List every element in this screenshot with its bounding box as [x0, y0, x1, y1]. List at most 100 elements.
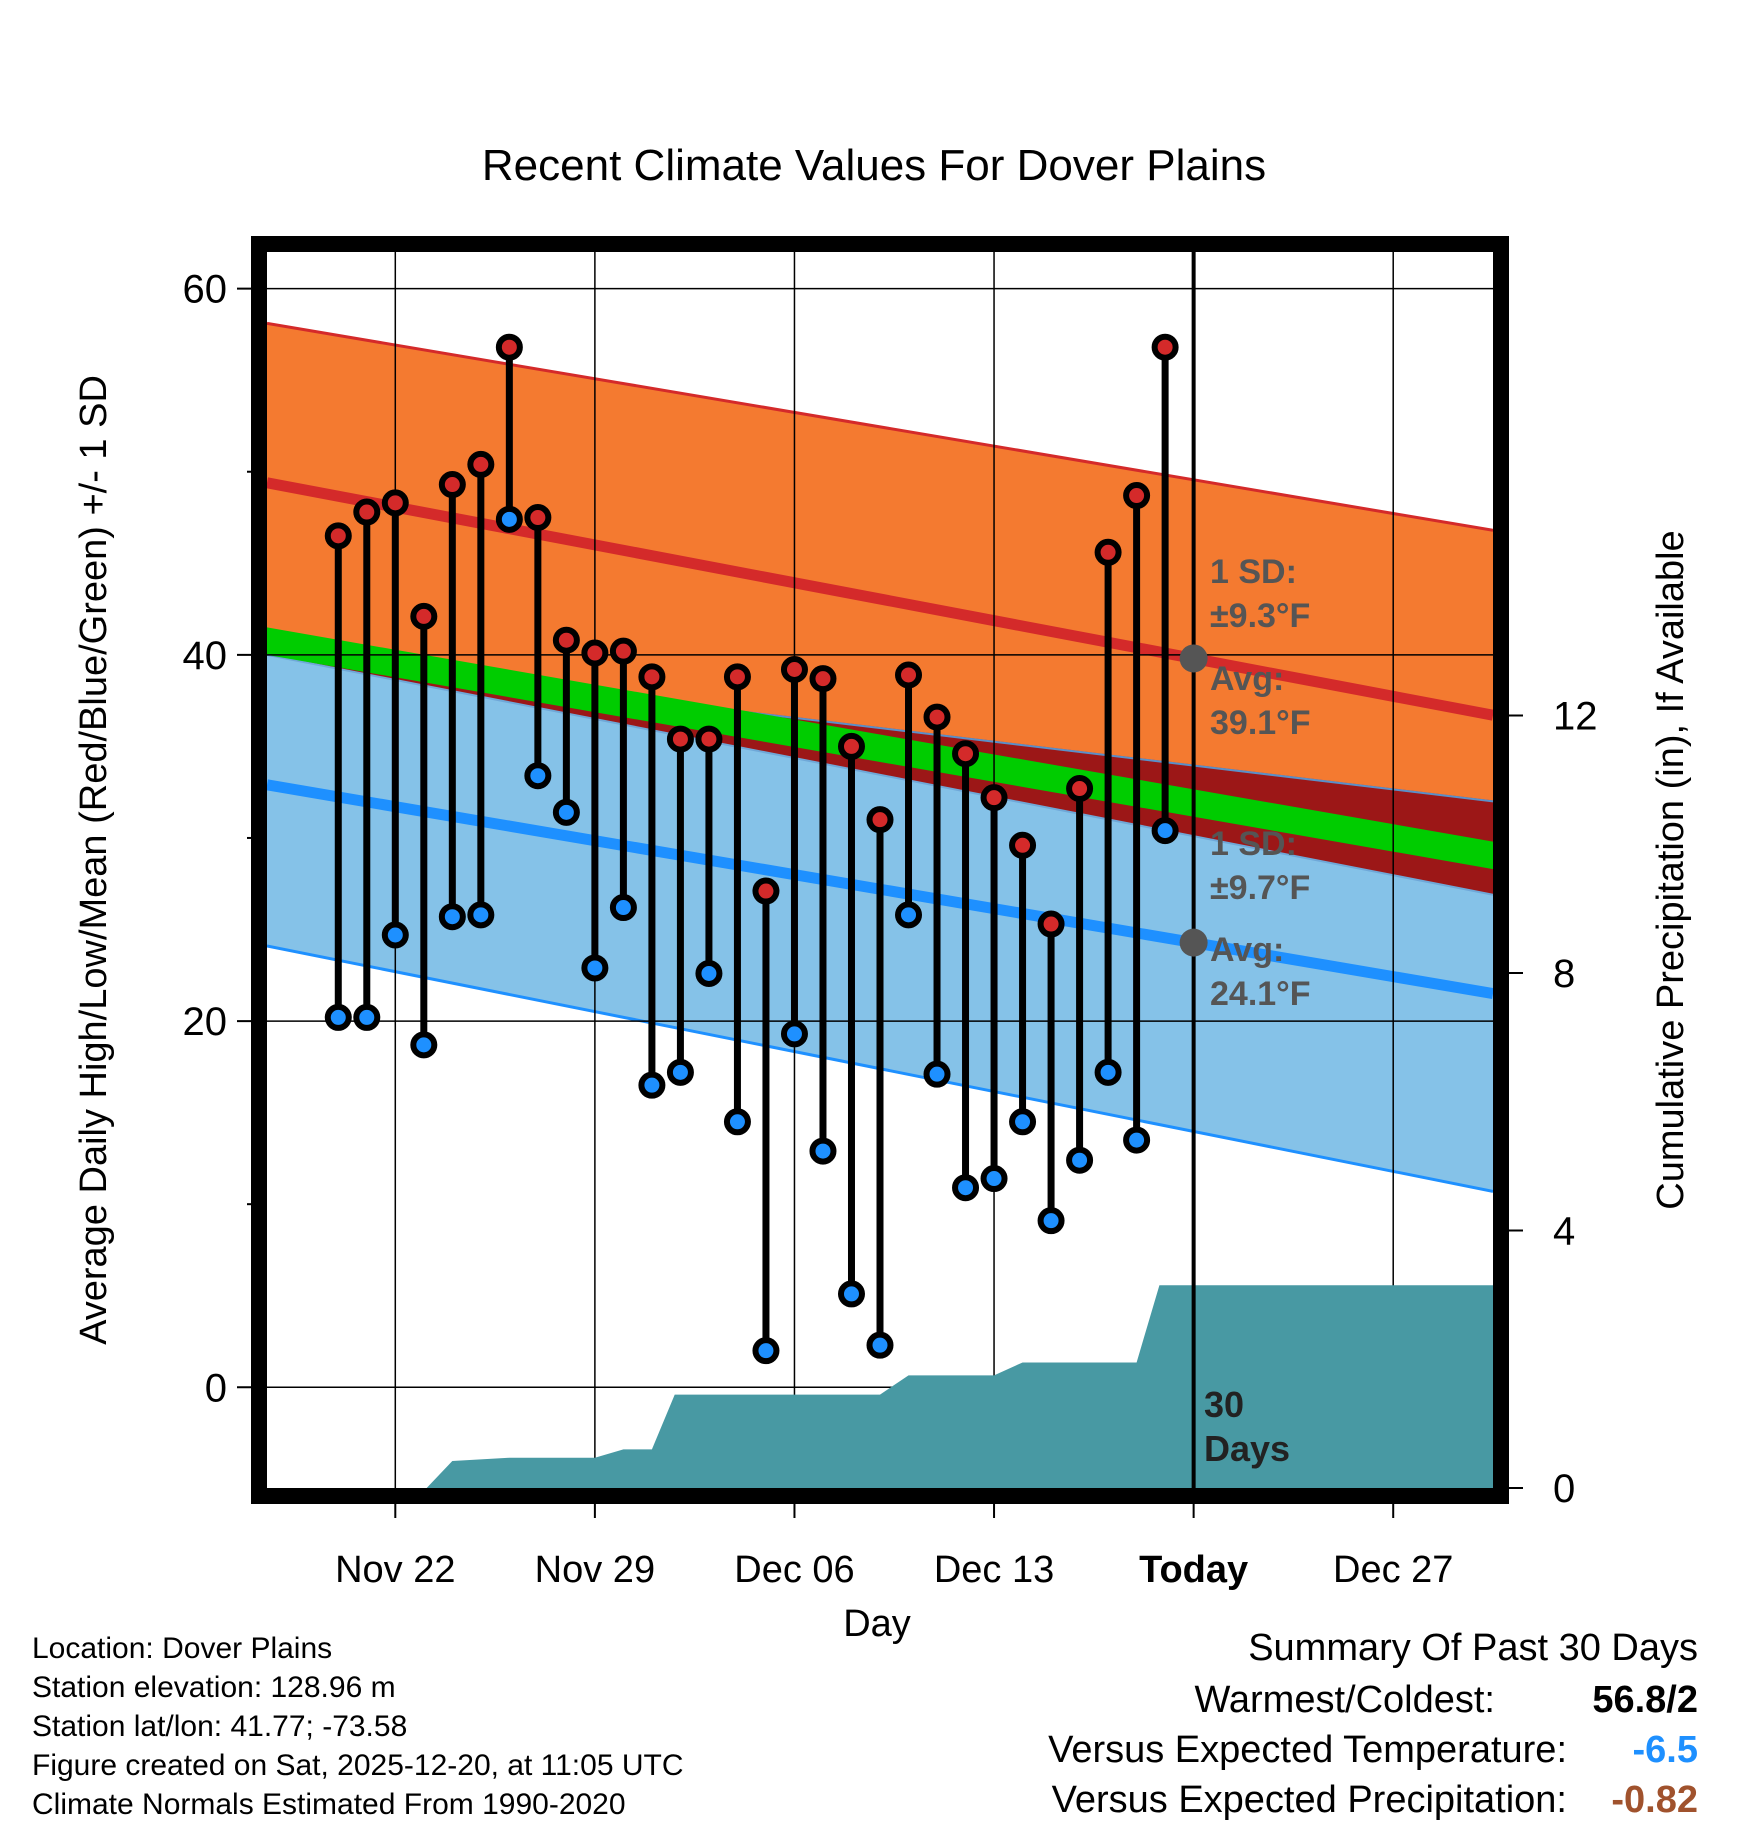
daily-high-point	[410, 602, 438, 630]
daily-low-point	[1151, 817, 1179, 845]
daily-low-point	[1066, 1146, 1094, 1174]
info-normals: Climate Normals Estimated From 1990-2020	[32, 1788, 626, 1821]
daily-low-point	[952, 1174, 980, 1202]
high-avg-label: Avg:	[1210, 660, 1284, 698]
high-sd-value: ±9.3°F	[1210, 597, 1310, 635]
summary-precip-value: -0.82	[1611, 1779, 1698, 1821]
window-count: 30	[1204, 1384, 1244, 1425]
y2-tick-label-0: 0	[1553, 1467, 1575, 1511]
info-elevation: Station elevation: 128.96 m	[32, 1671, 396, 1704]
daily-high-point	[381, 489, 409, 517]
x-tick-label: Dec 13	[934, 1549, 1054, 1591]
daily-low-point	[752, 1337, 780, 1365]
daily-high-point	[895, 661, 923, 689]
daily-low-point	[866, 1331, 894, 1359]
high-avg-value: 39.1°F	[1210, 704, 1311, 742]
summary-warmest-value: 56.8/2	[1592, 1679, 1698, 1721]
x-tick-label: Nov 22	[335, 1549, 455, 1591]
daily-high-point	[780, 655, 808, 683]
daily-low-point	[723, 1108, 751, 1136]
info-location: Location: Dover Plains	[32, 1632, 332, 1665]
low-sd-label: 1 SD:	[1210, 825, 1297, 863]
daily-low-point	[895, 901, 923, 929]
daily-high-point	[609, 637, 637, 665]
y2-tick-label-4: 4	[1553, 1210, 1575, 1254]
daily-high-point	[809, 665, 837, 693]
summary-panel: Summary Of Past 30 Days Warmest/Coldest:…	[1048, 1627, 1698, 1821]
daily-high-point	[1037, 910, 1065, 938]
daily-low-point	[980, 1165, 1008, 1193]
daily-high-point	[1123, 482, 1151, 510]
mean-normal-band	[267, 627, 1493, 870]
high-annotation: 1 SD: ±9.3°F Avg: 39.1°F	[1210, 553, 1311, 742]
daily-low-point	[837, 1280, 865, 1308]
daily-high-point	[923, 703, 951, 731]
daily-low-point	[638, 1071, 666, 1099]
daily-high-point	[524, 504, 552, 532]
y-axis-label: Average Daily High/Low/Mean (Red/Blue/Gr…	[73, 375, 115, 1345]
info-created: Figure created on Sat, 2025-12-20, at 11…	[32, 1749, 684, 1782]
y2-tick-label-8: 8	[1553, 952, 1575, 996]
y-tick-label-60: 60	[183, 268, 228, 312]
daily-low-point	[609, 894, 637, 922]
daily-high-point	[1094, 538, 1122, 566]
station-info: Location: Dover Plains Station elevation…	[32, 1632, 684, 1821]
high-sd-label: 1 SD:	[1210, 553, 1297, 591]
high-normal-mean-line	[267, 477, 1493, 721]
daily-high-point	[980, 784, 1008, 812]
summary-temp-value: -6.5	[1633, 1729, 1698, 1771]
daily-high-point	[438, 471, 466, 499]
y-tick-label-20: 20	[183, 1000, 228, 1044]
low-avg-label: Avg:	[1210, 931, 1284, 969]
window-annotation: 30 Days	[1204, 1384, 1290, 1469]
daily-low-point	[809, 1137, 837, 1165]
daily-high-point	[1066, 775, 1094, 803]
x-tick-label: Dec 27	[1333, 1549, 1453, 1591]
daily-low-point	[495, 505, 523, 533]
daily-low-point	[666, 1058, 694, 1086]
daily-high-point	[638, 663, 666, 691]
daily-high-point	[581, 639, 609, 667]
daily-low-point	[923, 1060, 951, 1088]
daily-high-point	[952, 740, 980, 768]
low-sd-value: ±9.7°F	[1210, 869, 1310, 907]
low-upper-sd-line	[267, 653, 1493, 896]
daily-high-point	[353, 498, 381, 526]
chart-title: Recent Climate Values For Dover Plains	[482, 141, 1266, 190]
plot-frame	[251, 236, 1509, 1504]
info-latlon: Station lat/lon: 41.77; -73.58	[32, 1710, 407, 1743]
daily-low-point	[581, 954, 609, 982]
low-annotation: 1 SD: ±9.7°F Avg: 24.1°F	[1210, 825, 1311, 1013]
daily-low-point	[467, 901, 495, 929]
daily-low-point	[695, 959, 723, 987]
daily-low-point	[410, 1031, 438, 1059]
summary-warmest-label: Warmest/Coldest:	[1194, 1679, 1495, 1721]
daily-high-point	[666, 725, 694, 753]
daily-high-point	[866, 806, 894, 834]
window-unit: Days	[1204, 1428, 1290, 1469]
daily-high-point	[467, 450, 495, 478]
daily-low-point	[438, 903, 466, 931]
y2-axis-label: Cumulative Precipitation (in), If Availa…	[1650, 530, 1692, 1209]
daily-low-point	[1037, 1207, 1065, 1235]
precipitation-area	[267, 1285, 1493, 1488]
y2-tick-label-12: 12	[1553, 695, 1598, 739]
low-avg-value: 24.1°F	[1210, 975, 1311, 1013]
daily-high-point	[837, 732, 865, 760]
daily-low-point	[524, 762, 552, 790]
daily-high-point	[495, 333, 523, 361]
daily-low-point	[1123, 1126, 1151, 1154]
y-tick-label-40: 40	[183, 634, 228, 678]
daily-low-point	[1009, 1108, 1037, 1136]
summary-title: Summary Of Past 30 Days	[1248, 1627, 1698, 1669]
daily-high-point	[552, 626, 580, 654]
daily-low-point	[324, 1003, 352, 1031]
summary-temp-label: Versus Expected Temperature:	[1048, 1729, 1567, 1771]
daily-high-point	[723, 663, 751, 691]
summary-precip-label: Versus Expected Precipitation:	[1052, 1779, 1567, 1821]
daily-high-point	[324, 522, 352, 550]
low-average-marker	[1179, 928, 1208, 957]
x-tick-label: Today	[1139, 1549, 1248, 1591]
daily-high-point	[1009, 831, 1037, 859]
